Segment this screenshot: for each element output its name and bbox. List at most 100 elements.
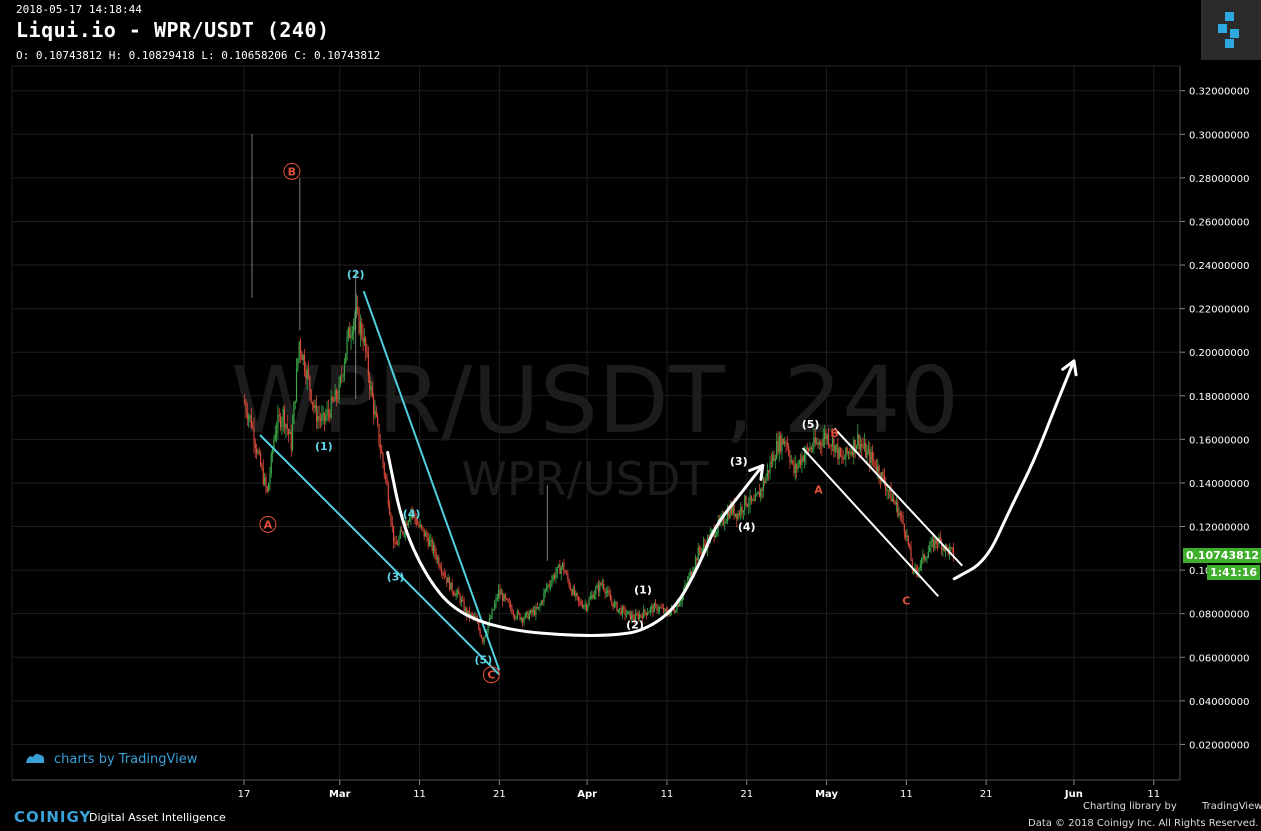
candle-body xyxy=(907,535,909,545)
candle-body xyxy=(729,505,731,518)
candle-body xyxy=(886,490,888,492)
candle-body xyxy=(613,602,616,608)
candle-body xyxy=(282,408,284,422)
candle-body xyxy=(803,455,806,462)
candle-body xyxy=(498,589,500,598)
trendline xyxy=(259,434,501,676)
candle-body xyxy=(730,505,733,514)
candle-body xyxy=(502,593,504,602)
candle-body xyxy=(716,531,718,536)
candle-body xyxy=(843,458,846,460)
candle-body xyxy=(395,542,397,545)
candle-body xyxy=(899,513,901,516)
candle-body xyxy=(534,609,536,616)
candle-body xyxy=(547,584,549,588)
candle-body xyxy=(334,390,336,402)
coinigy-wordmark[interactable]: COINIGY xyxy=(14,808,92,826)
projection-curve xyxy=(386,450,765,637)
candle-body xyxy=(553,575,556,578)
candle-body xyxy=(633,618,635,621)
candle-body xyxy=(776,441,778,459)
x-tick-label: 21 xyxy=(740,789,753,800)
candle-body xyxy=(576,593,578,597)
candle-body xyxy=(490,618,492,620)
candle-body xyxy=(802,456,804,462)
candle-body xyxy=(600,582,602,586)
candle-body xyxy=(761,488,763,491)
candle-body xyxy=(921,558,923,566)
chart-grid xyxy=(11,65,1181,781)
candle-body xyxy=(837,444,839,459)
wave-label: (4) xyxy=(403,507,421,520)
candle-body xyxy=(543,592,545,602)
candle-body xyxy=(733,504,735,517)
candle-body xyxy=(359,322,361,334)
tradingview-credit-link[interactable]: charts by TradingView xyxy=(54,752,198,767)
candle-body xyxy=(607,590,609,593)
candle-body xyxy=(496,597,498,599)
candle-body xyxy=(815,442,818,444)
candle-body xyxy=(434,545,436,554)
candle-body xyxy=(777,441,779,452)
candle-body xyxy=(569,586,572,590)
candle-body xyxy=(506,598,508,600)
candle-body xyxy=(294,400,296,404)
candle-body xyxy=(363,337,365,343)
candle-body xyxy=(597,585,600,592)
candle-body xyxy=(807,448,810,451)
candle-body xyxy=(616,602,618,612)
candle-body xyxy=(528,613,530,619)
candle-body xyxy=(674,611,677,613)
candle-body xyxy=(756,494,758,496)
candle-body xyxy=(315,405,318,422)
candle-body xyxy=(432,545,435,551)
x-tick-label: Jun xyxy=(1064,789,1083,800)
candle-body xyxy=(365,337,367,352)
candle-body xyxy=(541,601,544,603)
timestamp: 2018-05-17 14:18:44 xyxy=(16,3,142,16)
candle-body xyxy=(935,539,937,544)
wave-label: (2) xyxy=(626,619,644,632)
candle-body xyxy=(617,609,619,612)
coinigy-logo-icon[interactable] xyxy=(1201,0,1261,60)
candle-body xyxy=(575,593,577,596)
candle-body xyxy=(826,434,828,439)
candle-body xyxy=(390,514,392,524)
candles xyxy=(244,134,955,646)
candle-body xyxy=(693,567,695,573)
candle-body xyxy=(530,610,532,614)
wave-label: B xyxy=(288,165,296,178)
candle-body xyxy=(283,408,286,428)
candle-body xyxy=(408,518,411,522)
candle-body xyxy=(829,445,831,447)
candle-body xyxy=(504,594,506,599)
candle-body xyxy=(262,467,264,485)
candle-body xyxy=(621,607,623,615)
candle-body xyxy=(850,451,852,455)
candle-body xyxy=(273,440,275,451)
candle-body xyxy=(382,453,384,464)
candle-body xyxy=(814,437,816,444)
countdown-tag: 1:41:16 xyxy=(1207,565,1261,580)
candle-body xyxy=(448,577,451,590)
x-tick-label: Mar xyxy=(329,789,351,800)
x-tick-label: 11 xyxy=(1147,789,1160,800)
tradingview-icon[interactable] xyxy=(24,751,46,768)
candle-body xyxy=(325,415,327,421)
x-tick-label: Apr xyxy=(577,789,597,800)
candle-body xyxy=(581,604,584,608)
candle-body xyxy=(657,609,659,611)
candle-body xyxy=(341,376,343,378)
candle-body xyxy=(480,635,483,639)
watermark-big: WPR/USDT, 240 xyxy=(231,347,959,454)
candle-body xyxy=(398,537,400,545)
candle-body xyxy=(929,547,931,552)
charting-library-brand[interactable]: TradingView xyxy=(1202,801,1261,812)
candle-body xyxy=(797,464,799,470)
y-tick-label: 0.08000000 xyxy=(1189,610,1249,621)
candle-body xyxy=(782,438,784,445)
candle-body xyxy=(641,615,643,618)
candle-body xyxy=(665,609,667,612)
candle-body xyxy=(822,438,824,447)
candle-body xyxy=(725,520,727,524)
